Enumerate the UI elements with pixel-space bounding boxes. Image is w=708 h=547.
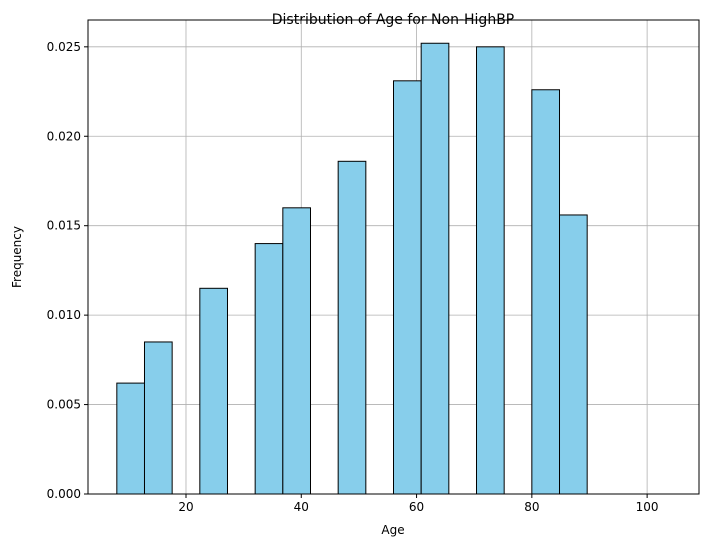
x-tick-label: 80 xyxy=(524,500,539,514)
histogram-bar xyxy=(559,214,588,495)
x-axis-label: Age xyxy=(381,523,404,537)
histogram-bar xyxy=(393,80,422,495)
histogram-bar xyxy=(476,46,505,495)
x-tick-label: 20 xyxy=(178,500,193,514)
x-axis-ticks: 20 40 60 80 100 xyxy=(178,494,659,514)
y-tick-label: 0.020 xyxy=(47,129,81,143)
y-tick-label: 0.010 xyxy=(47,308,81,322)
y-tick-label: 0.000 xyxy=(47,487,81,501)
x-tick-label: 40 xyxy=(294,500,309,514)
y-tick-label: 0.015 xyxy=(47,219,81,233)
x-tick-label: 100 xyxy=(636,500,659,514)
histogram-bar xyxy=(143,341,173,495)
histogram-bar xyxy=(254,243,284,495)
histogram-bar xyxy=(420,42,450,495)
histogram-bar xyxy=(199,287,228,495)
y-tick-label: 0.025 xyxy=(47,40,81,54)
histogram-bars xyxy=(116,42,588,495)
y-tick-label: 0.005 xyxy=(47,398,81,412)
histogram-bar xyxy=(531,89,561,495)
x-tick-label: 60 xyxy=(409,500,424,514)
histogram-bar xyxy=(337,160,367,495)
histogram-bar xyxy=(282,207,311,495)
y-axis-label: Frequency xyxy=(10,226,24,288)
y-axis-ticks: 0.000 0.005 0.010 0.015 0.020 0.025 xyxy=(47,40,88,501)
histogram-bar xyxy=(116,382,145,495)
plot-frame xyxy=(87,19,700,495)
